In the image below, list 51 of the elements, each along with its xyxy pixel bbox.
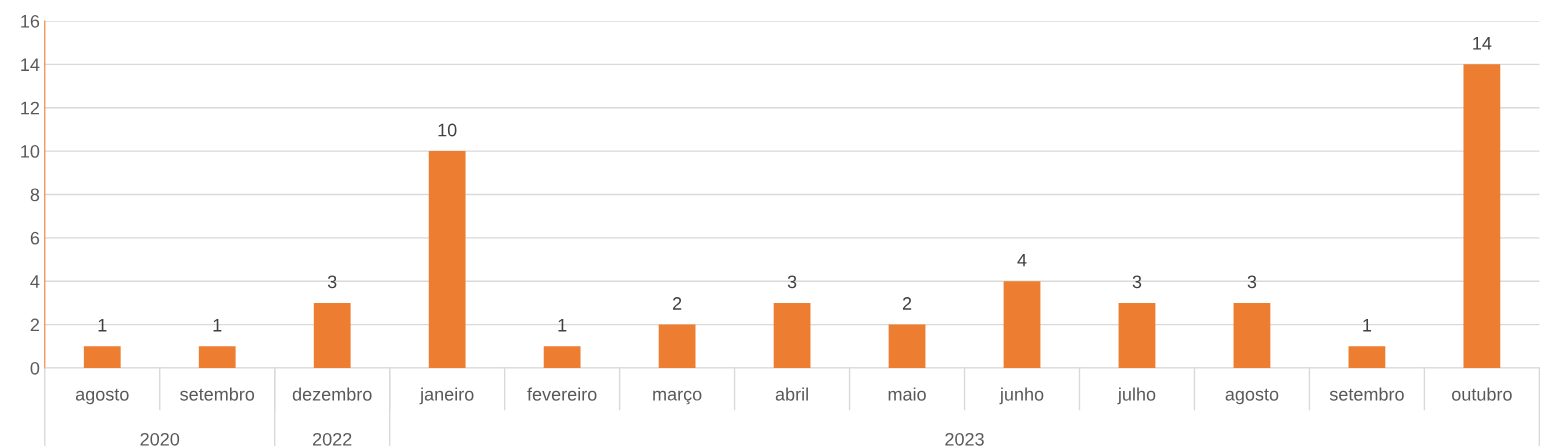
x-tick-label: outubro bbox=[1452, 387, 1512, 401]
bar bbox=[83, 346, 121, 368]
x-tick-label: março bbox=[653, 390, 702, 405]
x-tick-label: dezembro bbox=[292, 387, 372, 401]
y-tick-label: 12 bbox=[21, 101, 40, 115]
text: 2022 bbox=[313, 432, 352, 446]
data-label: 3 bbox=[327, 275, 337, 289]
x-tick-label: junho bbox=[999, 387, 1044, 405]
text: 2023 bbox=[945, 432, 984, 446]
x-tick-label: fevereiro bbox=[527, 387, 597, 401]
x-tick-label: julho bbox=[1117, 387, 1156, 405]
data-label: 1 bbox=[213, 318, 222, 332]
bar bbox=[888, 324, 926, 368]
data-label: 3 bbox=[1132, 275, 1142, 289]
y-tick-label: 8 bbox=[30, 188, 40, 202]
x-tick-label: agosto bbox=[75, 388, 129, 405]
bar bbox=[313, 302, 351, 368]
bar bbox=[1348, 346, 1386, 368]
bar bbox=[773, 302, 811, 368]
y-tick-label: 16 bbox=[21, 14, 40, 28]
data-label: 2 bbox=[672, 297, 682, 310]
bar bbox=[1233, 302, 1271, 368]
bar bbox=[543, 346, 581, 368]
text: 2020 bbox=[140, 432, 180, 446]
data-label: 4 bbox=[1017, 253, 1027, 267]
bar bbox=[198, 346, 236, 368]
y-tick-label: 4 bbox=[30, 275, 40, 288]
data-label: 1 bbox=[1363, 318, 1372, 332]
x-tick-label: agosto bbox=[1225, 388, 1279, 405]
y-tick-label: 6 bbox=[30, 231, 40, 245]
bar bbox=[428, 151, 466, 368]
data-label: 1 bbox=[98, 318, 107, 332]
bar bbox=[1463, 64, 1501, 368]
y-tick-label: 14 bbox=[21, 58, 40, 71]
data-label: 3 bbox=[787, 275, 797, 289]
x-tick-label: setembro bbox=[1329, 387, 1404, 401]
y-tick-label: 2 bbox=[30, 318, 40, 332]
x-tick-label: janeiro bbox=[419, 387, 474, 405]
x-tick-label: maio bbox=[888, 387, 926, 401]
data-label: 2 bbox=[902, 297, 912, 310]
bar bbox=[658, 324, 696, 368]
bar bbox=[1118, 302, 1156, 368]
data-label: 14 bbox=[1473, 37, 1492, 50]
bar bbox=[1003, 281, 1041, 368]
data-label: 3 bbox=[1247, 275, 1257, 289]
x-tick-label: abril bbox=[775, 387, 808, 401]
y-tick-label: 0 bbox=[30, 361, 40, 375]
x-tick-label: setembro bbox=[180, 387, 255, 401]
y-tick-label: 10 bbox=[21, 145, 40, 158]
data-label: 1 bbox=[558, 318, 567, 332]
data-label: 10 bbox=[438, 123, 457, 137]
